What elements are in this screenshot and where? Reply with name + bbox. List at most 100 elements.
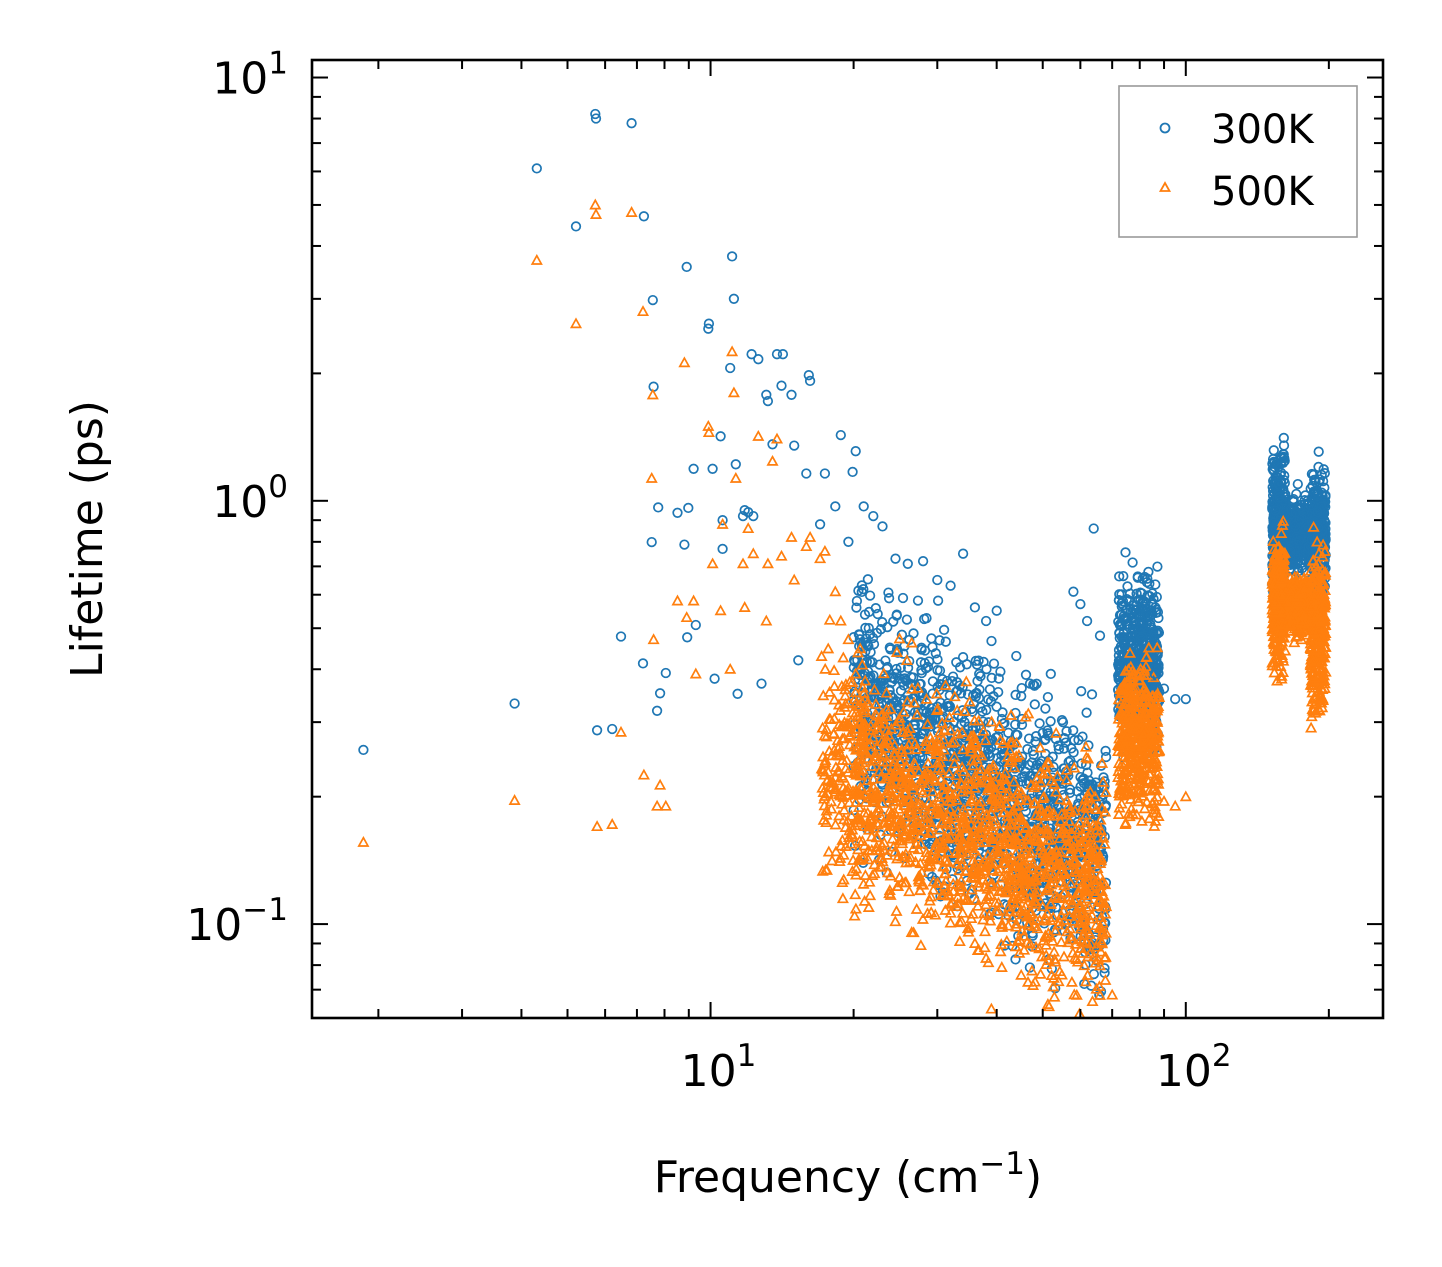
cloud-point-300k (1118, 614, 1130, 626)
cloud-point-300k (1137, 573, 1148, 584)
cloud-point-500k (956, 845, 970, 857)
cloud-point-500k (879, 772, 892, 784)
cloud-point-300k (1058, 732, 1070, 744)
cloud-point-300k (920, 663, 932, 674)
cloud-point-500k (972, 880, 985, 892)
cloud-point-500k (877, 750, 890, 762)
cloud-point-300k (1152, 606, 1164, 618)
cloud-point-500k (1149, 731, 1162, 743)
cloud-point-500k (920, 692, 933, 704)
cloud-point-500k (858, 700, 871, 712)
cloud-point-300k (1145, 619, 1156, 630)
cloud-point-500k (1084, 826, 1097, 838)
cloud-point-300k (891, 610, 902, 621)
cloud-point-500k (1058, 886, 1071, 898)
cloud-point-500k (1043, 809, 1057, 821)
cloud-point-500k (1112, 765, 1125, 776)
cloud-point-500k (986, 877, 999, 889)
cloud-point-500k (1042, 1000, 1056, 1012)
cloud-point-300k (1305, 500, 1317, 511)
cloud-point-300k (883, 593, 895, 604)
cloud-point-500k (973, 798, 986, 810)
cloud-point-300k (1307, 480, 1318, 492)
cloud-point-500k (1053, 965, 1066, 977)
cloud-point-500k (997, 736, 1010, 748)
cloud-point-300k (1313, 446, 1324, 457)
cloud-point-500k (969, 773, 982, 785)
cloud-point-500k (867, 781, 880, 793)
cloud-point-300k (1114, 589, 1125, 600)
cloud-point-500k (1018, 943, 1031, 955)
cloud-point-500k (880, 755, 893, 767)
cloud-point-500k (825, 802, 838, 814)
cloud-point-500k (836, 753, 849, 765)
cloud-point-500k (884, 702, 897, 714)
cloud-point-500k (871, 716, 884, 728)
cloud-point-300k (882, 621, 893, 633)
cloud-point-500k (1141, 746, 1155, 758)
cloud-point-500k (1141, 773, 1154, 785)
cloud-point-500k (984, 888, 997, 900)
cloud-point-500k (815, 650, 828, 661)
cloud-point-500k (1047, 971, 1060, 983)
cloud-point-500k (1006, 838, 1019, 850)
cloud-point-500k (843, 738, 856, 750)
cloud-point-500k (839, 697, 852, 709)
cloud-point-300k (1316, 487, 1327, 498)
cloud-point-500k (1070, 953, 1083, 964)
cloud-point-500k (1073, 901, 1086, 913)
cloud-point-300k (870, 603, 881, 614)
cloud-point-500k (898, 850, 911, 862)
cloud-point-300k (1278, 451, 1289, 462)
cloud-point-500k (1052, 975, 1065, 987)
cloud-point-500k (1061, 925, 1074, 937)
cloud-point-300k (975, 702, 986, 713)
cloud-point-500k (1081, 788, 1094, 800)
cloud-point-500k (991, 880, 1004, 892)
cloud-point-500k (833, 855, 846, 866)
cloud-point-500k (1134, 666, 1147, 678)
cloud-point-300k (1312, 506, 1323, 518)
cloud-point-500k (937, 743, 950, 755)
cloud-point-500k (1078, 846, 1091, 858)
cloud-point-500k (1079, 975, 1092, 987)
cloud-point-500k (1024, 870, 1038, 881)
cloud-point-500k (1093, 921, 1106, 932)
cloud-point-500k (1007, 775, 1021, 787)
cloud-point-500k (1132, 767, 1145, 779)
cloud-point-500k (1060, 773, 1073, 785)
cloud-point-500k (1044, 897, 1057, 909)
cloud-point-300k (1086, 689, 1098, 700)
cloud-point-300k (1029, 699, 1040, 710)
cloud-point-500k (1072, 823, 1085, 835)
cloud-point-500k (942, 794, 955, 806)
cloud-point-500k (1078, 885, 1091, 896)
cloud-point-500k (1082, 752, 1095, 764)
cloud-point-500k (887, 840, 900, 852)
cloud-point-500k (827, 727, 840, 739)
cloud-point-500k (1122, 777, 1135, 789)
cloud-point-300k (1123, 595, 1135, 607)
cloud-point-500k (971, 812, 984, 824)
cloud-point-500k (816, 781, 829, 793)
cloud-point-500k (900, 761, 913, 772)
cloud-point-300k (946, 675, 958, 687)
cloud-point-500k (833, 809, 846, 821)
cloud-point-300k (1268, 477, 1280, 489)
cloud-point-500k (872, 726, 885, 738)
cloud-point-500k (998, 856, 1011, 868)
cloud-point-500k (902, 728, 915, 740)
cloud-point-300k (872, 608, 883, 620)
cloud-point-500k (1017, 929, 1030, 941)
cloud-point-500k (977, 724, 990, 736)
cloud-point-500k (996, 871, 1009, 883)
cloud-point-300k (1042, 691, 1054, 703)
cloud-point-500k (1137, 729, 1150, 740)
cloud-point-500k (903, 722, 916, 733)
cloud-point-500k (834, 704, 847, 715)
cloud-point-500k (903, 792, 916, 804)
cloud-point-500k (859, 869, 872, 880)
cloud-point-500k (898, 780, 911, 792)
cloud-point-500k (879, 737, 892, 749)
cloud-point-500k (935, 840, 948, 852)
